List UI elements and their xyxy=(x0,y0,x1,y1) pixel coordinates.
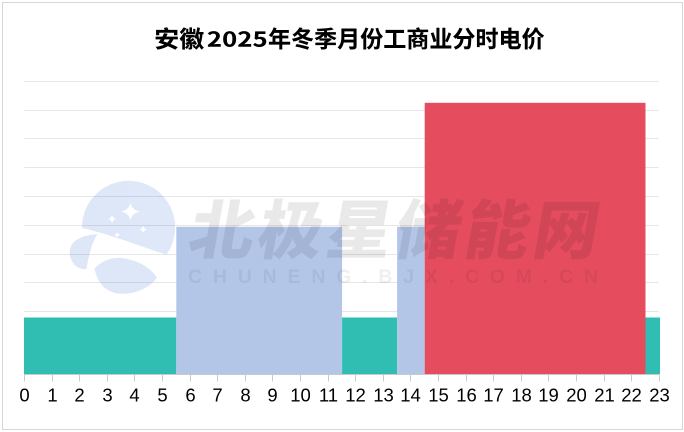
svg-text:21: 21 xyxy=(594,385,615,406)
svg-text:6: 6 xyxy=(185,385,195,406)
svg-text:13: 13 xyxy=(373,385,394,406)
svg-text:3: 3 xyxy=(102,385,112,406)
svg-text:20: 20 xyxy=(566,385,587,406)
svg-text:CHUNENG.BJX.COM.CN: CHUNENG.BJX.COM.CN xyxy=(188,266,609,288)
svg-text:17: 17 xyxy=(483,385,504,406)
svg-text:4: 4 xyxy=(129,385,139,406)
svg-text:0: 0 xyxy=(19,385,29,406)
svg-text:11: 11 xyxy=(319,385,338,406)
svg-text:10: 10 xyxy=(290,385,311,406)
svg-text:1: 1 xyxy=(47,385,57,406)
svg-text:9: 9 xyxy=(267,385,277,406)
svg-text:22: 22 xyxy=(621,385,642,406)
svg-text:18: 18 xyxy=(511,385,532,406)
svg-text:2: 2 xyxy=(74,385,84,406)
svg-text:14: 14 xyxy=(400,385,421,406)
svg-text:23: 23 xyxy=(649,385,670,406)
svg-text:16: 16 xyxy=(456,385,477,406)
svg-text:7: 7 xyxy=(212,385,222,406)
svg-text:5: 5 xyxy=(157,385,167,406)
svg-text:19: 19 xyxy=(538,385,559,406)
svg-text:12: 12 xyxy=(345,385,366,406)
svg-text:15: 15 xyxy=(428,385,449,406)
svg-text:8: 8 xyxy=(240,385,250,406)
